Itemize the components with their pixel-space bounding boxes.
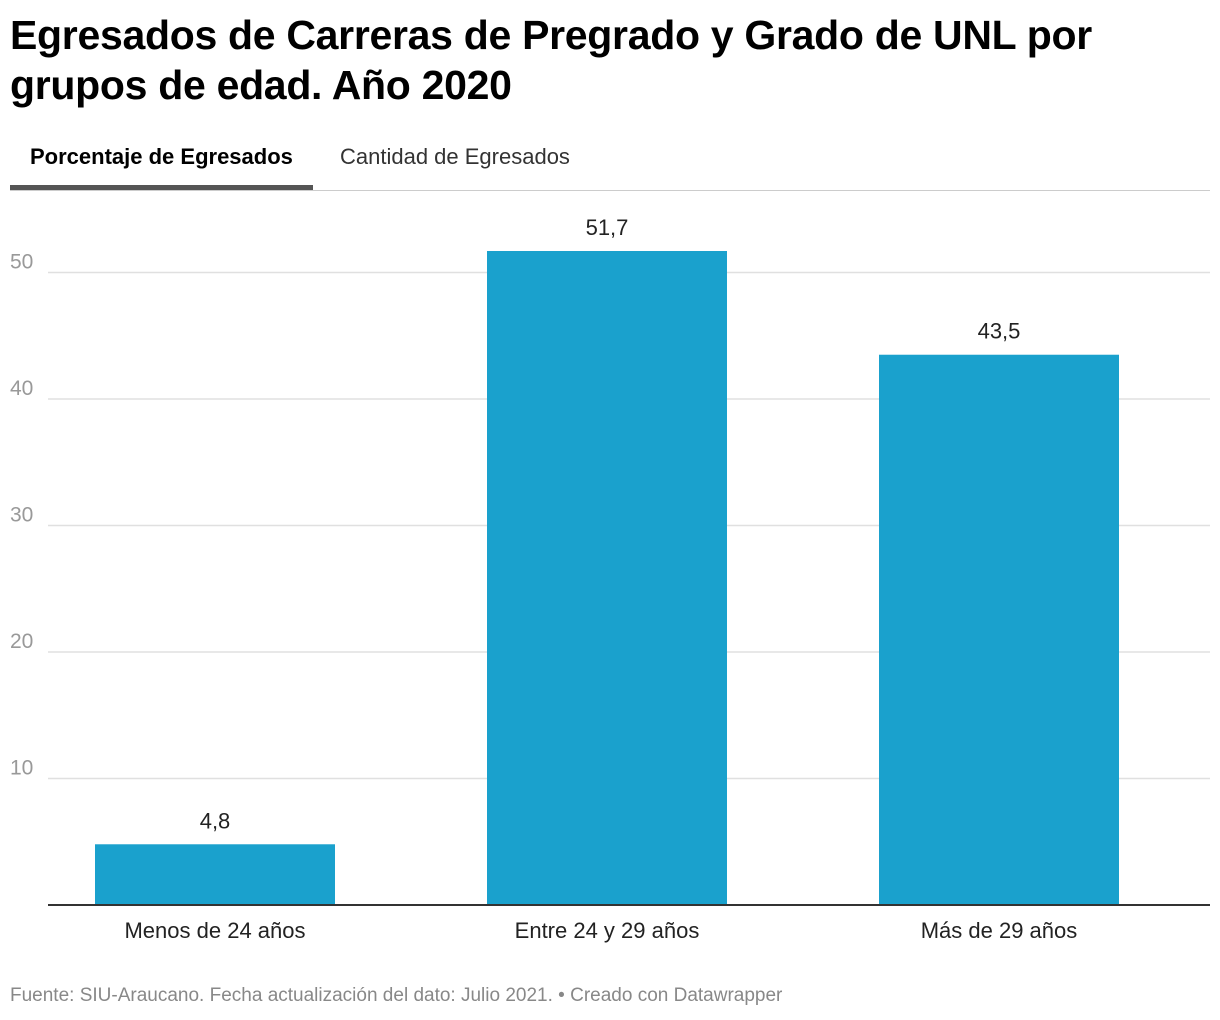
datawrapper-credit: • Creado con Datawrapper: [558, 985, 783, 1006]
footer: Fuente: SIU-Araucano. Fecha actualizació…: [10, 985, 782, 1007]
bar-chart: 10 20 30 40 50 4,8 Menos de 24 años 51,7 Entre 2…: [10, 215, 1210, 943]
x-tick-label: Entre 24 y 29 años: [515, 918, 700, 943]
y-tick-label: 10: [10, 757, 33, 780]
bar-value-label: 4,8: [200, 808, 231, 833]
y-tick-label: 30: [10, 504, 33, 527]
bar: [95, 844, 335, 905]
bar: [487, 250, 727, 905]
source-note: Fuente: SIU-Araucano. Fecha actualizació…: [10, 985, 553, 1006]
bar: [879, 354, 1119, 906]
tab-cantidad[interactable]: Cantidad de Egresados: [340, 144, 570, 169]
tab-bar: Porcentaje de Egresados Cantidad de Egre…: [10, 128, 1210, 191]
x-tick-label: Menos de 24 años: [124, 918, 305, 943]
chart-title: Egresados de Carreras de Pregrado y Grad…: [10, 12, 1092, 108]
x-tick-label: Más de 29 años: [921, 918, 1078, 943]
y-tick-label: 50: [10, 251, 33, 274]
bar-value-label: 43,5: [978, 319, 1021, 344]
y-tick-label: 20: [10, 630, 33, 653]
tab-porcentaje[interactable]: Porcentaje de Egresados: [10, 144, 313, 190]
bar-value-label: 51,7: [586, 215, 629, 240]
y-tick-label: 40: [10, 377, 33, 400]
